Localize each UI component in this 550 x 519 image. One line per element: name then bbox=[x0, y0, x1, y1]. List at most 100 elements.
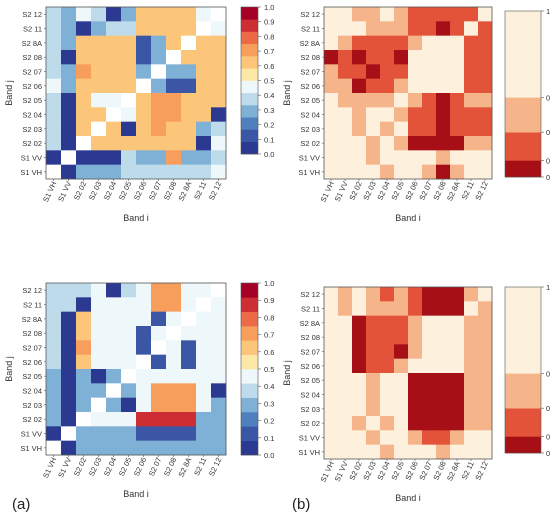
heatmap-cell bbox=[366, 315, 381, 331]
heatmap-cell bbox=[181, 412, 197, 427]
heatmap-cell bbox=[76, 297, 92, 312]
heatmap-cell bbox=[366, 416, 381, 431]
heatmap-cell bbox=[61, 440, 77, 456]
heatmap-cell bbox=[338, 444, 353, 460]
heatmap-cell bbox=[151, 326, 167, 341]
heatmap-cell bbox=[181, 35, 197, 51]
heatmap-cell bbox=[46, 121, 62, 137]
heatmap-cell bbox=[338, 373, 353, 388]
y-tick-label: S1 VV bbox=[21, 430, 42, 439]
heatmap-cell bbox=[394, 330, 409, 345]
y-tick-label: S2 07 bbox=[22, 68, 42, 77]
heatmap-cell bbox=[91, 21, 107, 36]
heatmap-cell bbox=[121, 121, 137, 137]
heatmap-cell bbox=[181, 121, 197, 137]
heatmap-cell bbox=[394, 107, 409, 122]
heatmap-cell bbox=[422, 21, 437, 36]
heatmap-cell bbox=[151, 164, 167, 180]
heatmap-cell bbox=[422, 387, 437, 402]
heatmap-cell bbox=[46, 326, 62, 341]
heatmap-cell bbox=[151, 383, 167, 398]
y-tick-label: S2 03 bbox=[22, 401, 42, 410]
y-axis-label: Band j bbox=[282, 80, 292, 106]
heatmap-cell bbox=[91, 164, 107, 180]
heatmap-cell bbox=[394, 315, 409, 331]
colorbar-segment bbox=[505, 436, 541, 454]
heatmap-cell bbox=[211, 107, 227, 122]
heatmap-cell bbox=[338, 21, 353, 36]
heatmap-cell bbox=[121, 50, 137, 65]
heatmap-cell bbox=[394, 416, 409, 431]
heatmap-cell bbox=[151, 340, 167, 355]
heatmap-cell bbox=[408, 21, 423, 36]
heatmap-cell bbox=[380, 416, 395, 431]
heatmap-cell bbox=[408, 136, 423, 151]
heatmap-cell bbox=[136, 164, 152, 180]
y-tick-label: S2 04 bbox=[22, 387, 42, 396]
y-tick-label: S2 02 bbox=[300, 419, 320, 428]
heatmap-cell bbox=[394, 344, 409, 359]
heatmap-cell bbox=[450, 64, 465, 79]
x-tick-label: S2 8A bbox=[177, 180, 194, 202]
heatmap-cell bbox=[61, 50, 77, 65]
heatmap-cell bbox=[352, 136, 367, 151]
heatmap-cell bbox=[196, 397, 212, 413]
heatmap-cell bbox=[436, 373, 451, 388]
heatmap-cell bbox=[324, 401, 339, 417]
heatmap-cell bbox=[181, 21, 197, 36]
y-tick-label: S2 11 bbox=[301, 305, 320, 314]
colorbar-segment bbox=[241, 440, 258, 456]
heatmap-cell bbox=[46, 7, 62, 22]
heatmap-cell bbox=[380, 315, 395, 331]
heatmap-cell bbox=[380, 373, 395, 388]
colorbar-segment bbox=[241, 397, 258, 413]
heatmap-cell bbox=[196, 35, 212, 51]
heatmap-cell bbox=[151, 369, 167, 384]
heatmap-cell bbox=[324, 358, 339, 374]
heatmap-cell bbox=[166, 136, 182, 151]
heatmap-cell bbox=[76, 50, 92, 65]
x-tick-label: S2 8A bbox=[445, 460, 462, 482]
heatmap-cell bbox=[106, 383, 122, 398]
heatmap-cell bbox=[394, 21, 409, 36]
heatmap-cell bbox=[91, 354, 107, 370]
heatmap-cell bbox=[166, 64, 182, 79]
heatmap-cell bbox=[324, 35, 339, 51]
colorbar-tick-label: 0.9 bbox=[264, 296, 274, 305]
heatmap-cell bbox=[408, 287, 423, 302]
heatmap-cell bbox=[121, 107, 137, 122]
x-tick-label: S1 VV bbox=[333, 180, 350, 203]
heatmap-cell bbox=[151, 121, 167, 137]
heatmap-cell bbox=[464, 287, 479, 302]
y-tick-label: S2 12 bbox=[22, 10, 42, 19]
heatmap-cell bbox=[181, 7, 197, 22]
heatmap-cell bbox=[422, 164, 437, 180]
y-tick-label: S2 12 bbox=[300, 290, 320, 299]
heatmap-cell bbox=[151, 93, 167, 108]
heatmap-cell bbox=[464, 150, 479, 165]
heatmap-cell bbox=[394, 430, 409, 445]
y-tick-label: S2 02 bbox=[22, 139, 42, 148]
heatmap-cell bbox=[151, 354, 167, 370]
heatmap-cell bbox=[121, 7, 137, 22]
heatmap-cell bbox=[394, 444, 409, 460]
heatmap-cell bbox=[196, 354, 212, 370]
heatmap-cell bbox=[450, 387, 465, 402]
heatmap-cell bbox=[338, 7, 353, 22]
y-tick-label: S1 VH bbox=[298, 168, 320, 177]
heatmap-cell bbox=[394, 150, 409, 165]
x-tick-label: S2 12 bbox=[207, 456, 223, 478]
heatmap-cell bbox=[121, 78, 137, 94]
heatmap-cell bbox=[380, 358, 395, 374]
heatmap-cell bbox=[478, 401, 493, 417]
heatmap-cell bbox=[106, 35, 122, 51]
heatmap-cell bbox=[136, 311, 152, 327]
heatmap-cell bbox=[46, 136, 62, 151]
heatmap-cell bbox=[408, 401, 423, 417]
heatmap-cell bbox=[380, 330, 395, 345]
heatmap-cell bbox=[436, 301, 451, 316]
heatmap-cell bbox=[76, 150, 92, 165]
heatmap-cell bbox=[211, 397, 227, 413]
heatmap-cell bbox=[338, 93, 353, 108]
heatmap-cell bbox=[422, 136, 437, 151]
